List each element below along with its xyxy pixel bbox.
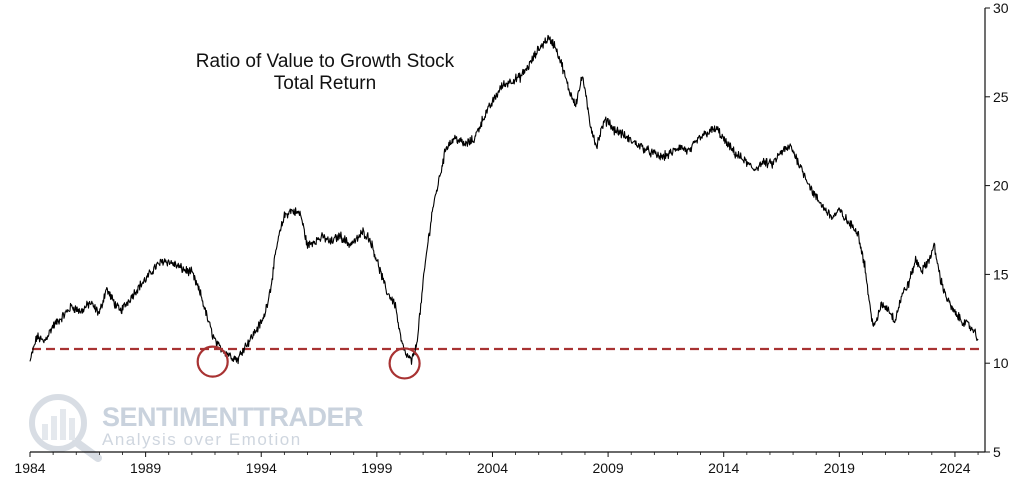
y-tick-label: 10 — [993, 355, 1009, 371]
x-tick-label: 2019 — [824, 460, 855, 476]
highlight-circle-2 — [388, 347, 421, 380]
x-tick-label: 2024 — [939, 460, 970, 476]
watermark-tagline: Analysis over Emotion — [102, 430, 302, 449]
x-tick-label: 2004 — [477, 460, 508, 476]
y-tick-label: 15 — [993, 266, 1009, 282]
x-tick-label: 2014 — [708, 460, 739, 476]
watermark-brand: SENTIMENTTRADER — [102, 402, 363, 432]
magnifier-bar-chart-icon — [29, 394, 102, 462]
x-tick-label: 1989 — [130, 460, 161, 476]
highlight-circle-1 — [196, 345, 229, 378]
x-tick-label: 1999 — [361, 460, 392, 476]
chart-title-line-1: Ratio of Value to Growth Stock — [196, 51, 455, 72]
watermark-brand-part1: SENTIMENT — [102, 402, 255, 432]
y-tick-label: 20 — [993, 178, 1009, 194]
y-tick-label: 25 — [993, 89, 1009, 105]
x-tick-label: 1984 — [14, 460, 45, 476]
x-tick-label: 2009 — [593, 460, 624, 476]
watermark-brand-part2: TRADER — [254, 402, 364, 432]
series-group — [29, 34, 979, 365]
y-axis: 5 10 15 20 25 30 — [984, 0, 1009, 460]
x-tick-label: 1994 — [246, 460, 277, 476]
x-axis: 1984 1989 1994 1999 2004 2009 2014 2019 2024 — [14, 451, 985, 476]
y-tick-label: 5 — [993, 444, 1001, 460]
highlight-group — [196, 345, 421, 380]
series-line — [29, 34, 979, 365]
watermark: SENTIMENTTRADER Analysis over Emotion — [29, 394, 364, 462]
chart-title-line-2: Total Return — [274, 73, 376, 94]
y-tick-label: 30 — [993, 0, 1009, 16]
